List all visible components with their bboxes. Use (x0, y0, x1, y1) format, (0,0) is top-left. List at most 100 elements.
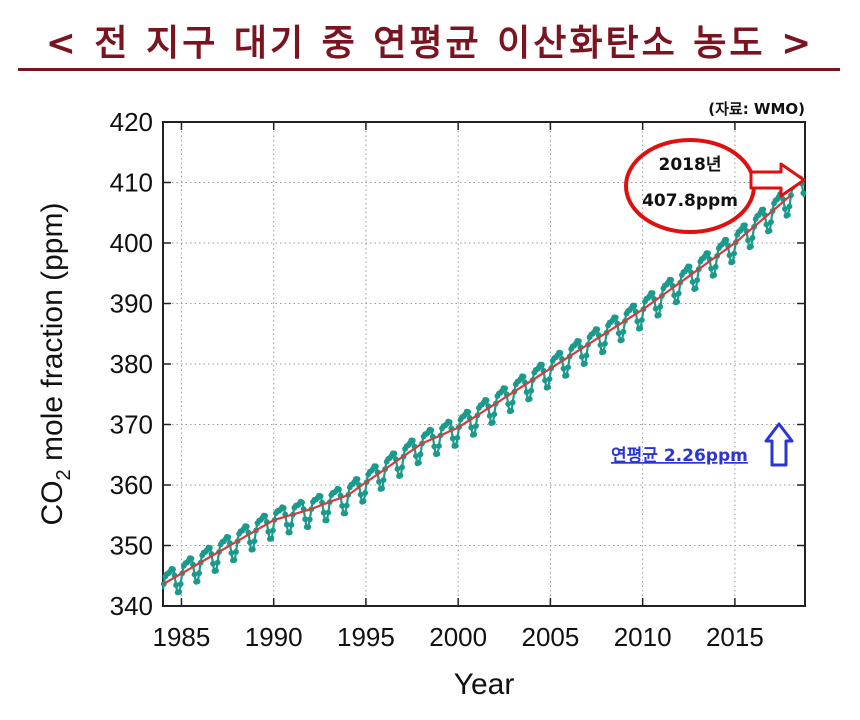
seasonal-point (391, 450, 398, 457)
seasonal-point (357, 491, 364, 498)
seasonal-point (671, 292, 678, 299)
seasonal-point (379, 485, 385, 492)
seasonal-point (449, 435, 456, 442)
x-tick-label: 2010 (614, 622, 672, 652)
seasonal-point (417, 451, 424, 458)
seasonal-point (446, 419, 453, 425)
seasonal-point (173, 582, 180, 588)
trend-line (162, 194, 791, 586)
seasonal-point (620, 328, 627, 335)
y-tick-label: 420 (110, 107, 153, 137)
seasonal-point (539, 361, 545, 368)
seasonal-point (283, 521, 290, 528)
seasonal-point (502, 385, 508, 392)
seasonal-point (602, 340, 608, 347)
seasonal-point (689, 279, 696, 285)
y-axis-label-rest: mole fraction (ppm) (36, 203, 69, 470)
seasonal-point (380, 477, 387, 483)
seasonal-point (594, 326, 601, 333)
source-note: (자료: WMO) (708, 100, 805, 118)
seasonal-point (250, 546, 256, 553)
seasonal-point (692, 285, 699, 292)
seasonal-point (362, 490, 369, 496)
seasonal-point (557, 350, 564, 356)
seasonal-point (523, 389, 530, 396)
seasonal-point (483, 397, 490, 403)
seasonal-point (231, 557, 238, 563)
seasonal-point (786, 203, 793, 210)
seasonal-point (323, 517, 330, 524)
seasonal-point (582, 360, 588, 367)
seasonal-point (766, 227, 773, 234)
seasonal-point (674, 298, 681, 305)
seasonal-point (373, 463, 379, 470)
seasonal-point (668, 276, 674, 283)
y-tick-label: 370 (110, 410, 153, 440)
seasonal-point (729, 258, 736, 265)
seasonal-point (431, 443, 438, 450)
seasonal-point (749, 234, 756, 241)
seasonal-point (342, 510, 349, 517)
x-axis-label: Year (454, 668, 515, 701)
y-tick-label: 350 (110, 531, 153, 561)
seasonal-point (600, 348, 607, 355)
seasonal-point (468, 424, 475, 431)
x-tick-label: 2000 (429, 622, 487, 652)
seasonal-point (409, 437, 416, 444)
seasonal-point (542, 377, 548, 384)
seasonal-point (265, 528, 272, 535)
seasonal-point (742, 222, 748, 229)
seasonal-point (760, 206, 767, 213)
seasonal-point (325, 509, 332, 516)
seasonal-series (160, 175, 807, 596)
axis-ticks: 1985 1990 1995 2000 2005 2010 2015 340 350 360 370… (110, 107, 805, 652)
seasonal-point (731, 250, 737, 257)
seasonal-point (491, 411, 498, 418)
seasonal-point (486, 412, 493, 419)
seasonal-point (619, 337, 625, 343)
seasonal-point (675, 290, 682, 297)
seasonal-point (376, 478, 382, 485)
seasonal-point (520, 373, 527, 380)
seasonal-point (399, 464, 405, 471)
seasonal-point (546, 376, 553, 382)
seasonal-point (745, 237, 751, 244)
seasonal-point (505, 401, 511, 407)
seasonal-point (299, 499, 305, 506)
x-tick-label: 2005 (521, 622, 579, 652)
seasonal-point (262, 512, 269, 519)
y-axis-label: CO2 mole fraction (ppm) (36, 203, 75, 526)
seasonal-point (712, 263, 719, 270)
seasonal-point (634, 318, 641, 325)
seasonal-point (336, 486, 342, 493)
growth-label: 연평균 2.26ppm (611, 446, 748, 466)
seasonal-point (597, 342, 604, 348)
seasonal-point (545, 384, 551, 391)
seasonal-point (434, 451, 441, 457)
seasonal-point (360, 498, 367, 505)
seasonal-point (763, 221, 770, 228)
seasonal-point (225, 534, 232, 541)
seasonal-point (317, 493, 324, 500)
seasonal-point (394, 466, 401, 472)
seasonal-point (288, 521, 295, 528)
seasonal-point (657, 303, 664, 310)
seasonal-point (800, 190, 807, 197)
seasonal-point (247, 539, 253, 546)
seasonal-point (652, 305, 659, 312)
x-tick-label: 2015 (706, 622, 764, 652)
y-axis-label-main: CO (36, 480, 69, 525)
seasonal-point (170, 566, 176, 573)
seasonal-point (465, 409, 472, 415)
seasonal-point (251, 538, 258, 544)
seasonal-point (354, 476, 361, 482)
seasonal-point (428, 427, 435, 434)
seasonal-point (176, 589, 183, 595)
seasonal-point (649, 290, 656, 296)
seasonal-point (726, 252, 733, 259)
seasonal-point (413, 453, 419, 459)
seasonal-point (711, 272, 717, 279)
seasonal-point (343, 502, 350, 509)
seasonal-point (397, 472, 404, 479)
